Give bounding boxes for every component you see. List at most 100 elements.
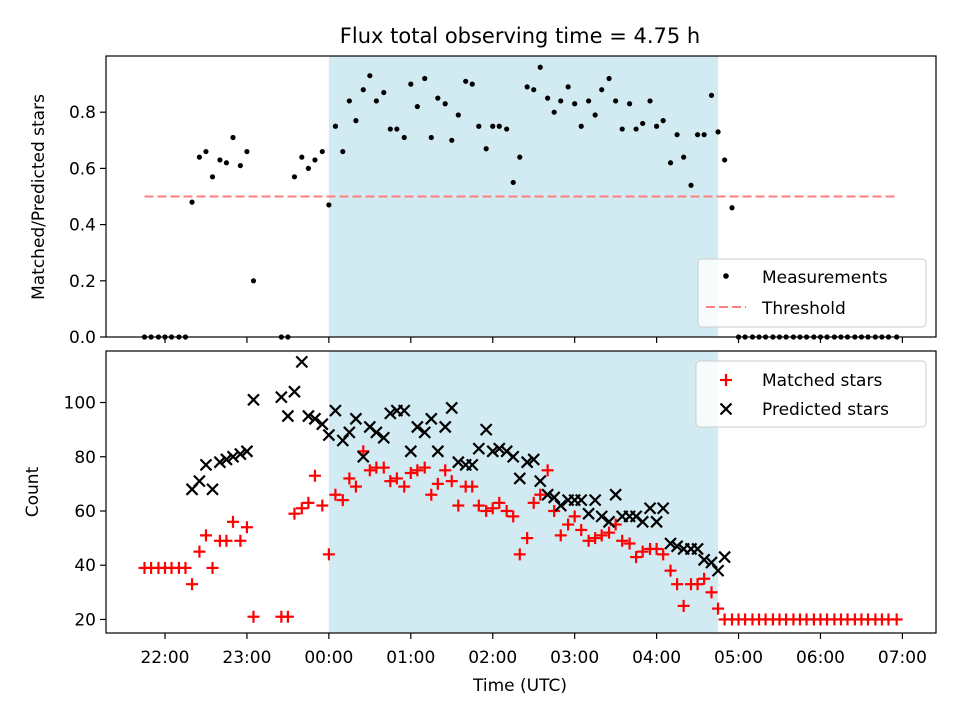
predicted-star-point [322,428,336,442]
measurement-point [189,199,195,205]
measurement-point [414,103,420,110]
matched-star-point [418,461,431,474]
measurement-point [524,84,530,90]
bottom-y-tick-label: 20 [74,610,96,630]
matched-star-point [288,507,301,520]
bottom-legend-box [695,360,927,428]
predicted-star-point [479,423,493,436]
matched-star-point [698,572,711,585]
matched-star-point [206,561,219,574]
matched-star-point [664,564,677,577]
bottom-x-axis-ticks: 22:00 23:00 00:00 01:00 02:00 03:00 04:00 05:00… [140,633,927,668]
measurement-point [422,75,428,82]
measurement-point [504,126,510,132]
measurement-point [517,154,523,160]
matched-star-point [534,488,547,501]
matched-star-point [193,545,206,558]
measurement-point [531,87,537,93]
predicted-star-point [349,412,363,426]
matched-star-point [623,537,636,550]
measurement-point [647,98,653,104]
x-tick-label: 07:00 [878,648,927,668]
predicted-star-point [547,491,561,504]
measurement-point [244,148,250,155]
matched-star-point [336,494,349,507]
predicted-star-point [670,539,684,553]
measurement-point [196,154,203,160]
x-tick-label: 22:00 [140,648,189,668]
predicted-star-point [691,542,704,556]
matched-star-point [466,480,479,493]
measurement-point [203,148,209,155]
measurement-point [428,134,434,141]
matched-star-point [595,529,608,542]
matched-star-point [199,529,212,542]
measurement-point [640,120,646,127]
predicted-star-point [588,493,602,507]
x-axis-label: Time (UTC) [472,676,567,696]
matched-star-point [575,523,588,536]
measurement-point [660,118,666,124]
predicted-star-point [697,553,711,567]
measurement-point [319,148,325,155]
measurement-point [469,81,475,87]
matched-star-point [316,499,329,512]
predicted-star-point [486,445,500,458]
legend-threshold-label: Threshold [761,299,846,319]
measurement-point [353,118,359,124]
measurement-point [510,179,516,186]
measurement-point [667,160,674,166]
measurement-points [141,64,900,340]
x-tick-label: 00:00 [304,648,353,668]
measurement-point [346,98,352,104]
predicted-star-point [465,458,479,472]
matched-star-point [500,504,513,517]
bottom-plot-frame [105,350,937,634]
measurement-point [565,84,571,90]
measurement-point [592,112,598,118]
predicted-star-point [275,390,288,404]
bottom-y-tick-label: 40 [74,556,96,576]
matched-star-point [431,477,444,490]
measurement-point [230,134,236,141]
measurement-point [722,157,728,163]
predicted-star-point [718,550,731,564]
predicted-star-point [411,420,424,434]
matched-star-point [513,548,526,561]
measurement-point [496,123,502,129]
measurement-point [408,81,414,87]
measurement-point [708,92,715,98]
matched-star-point [636,545,649,558]
predicted-star-point [356,450,370,464]
measurement-point [572,101,578,107]
predicted-star-point [431,445,445,458]
predicted-star-point [418,426,432,439]
predicted-star-point [650,515,663,529]
predicted-star-point [404,445,418,458]
matched-star-point [452,499,465,512]
predicted-star-point [226,450,240,464]
x-tick-label: 04:00 [632,648,681,668]
matched-star-point [582,534,595,547]
measurement-point [455,112,461,118]
predicted-star-point [397,404,411,417]
matched-star-point [554,529,567,542]
matched-star-point [179,561,192,574]
matched-star-point [281,610,294,623]
measurement-point [367,73,373,79]
matched-star-point [616,534,629,547]
matched-star-point [247,610,260,623]
measurement-point [613,98,619,104]
matched-star-point [425,488,438,501]
measurement-point [326,202,332,208]
matched-star-point [329,488,342,501]
matched-star-point [226,515,239,528]
legend-measurements-marker [723,273,729,279]
measurement-point [387,126,393,132]
legend-predicted-label: Predicted stars [762,400,889,420]
bottom-y-tick-label: 60 [74,502,96,522]
bottom-observing-window-span [328,351,719,633]
predicted-star-point [595,510,608,523]
top-plot-frame [105,55,937,338]
measurement-point [476,123,482,129]
